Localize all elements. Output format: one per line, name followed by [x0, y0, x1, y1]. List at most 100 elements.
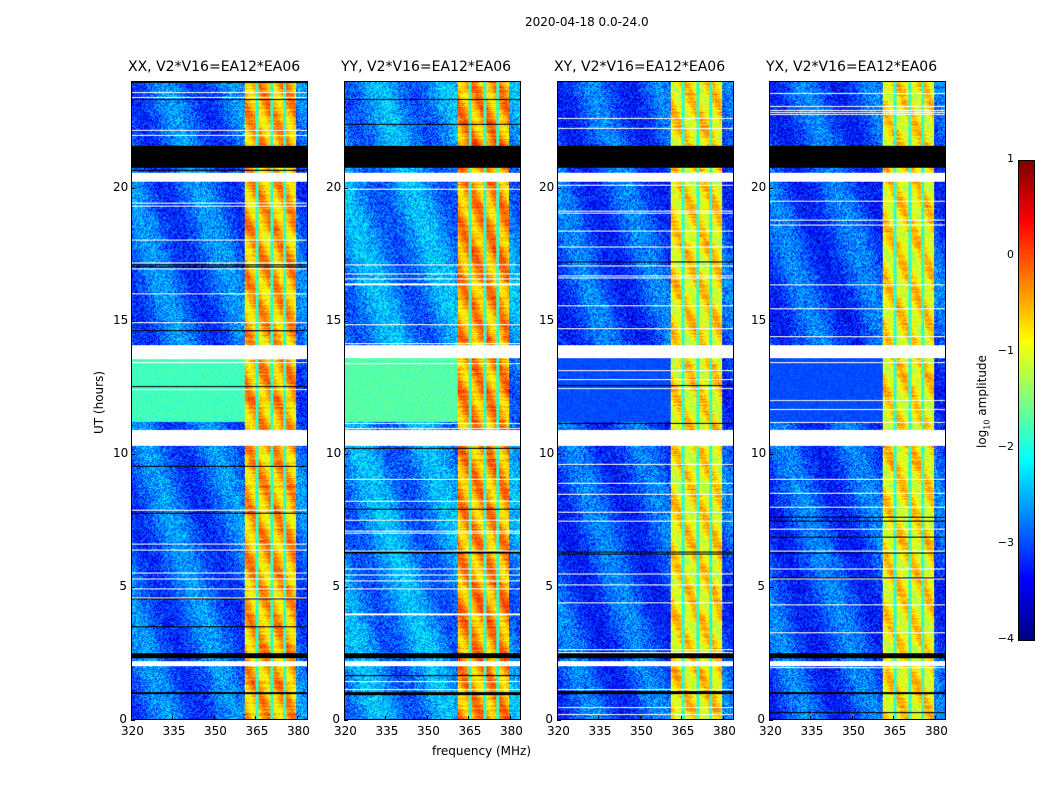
x-tick-label: 350 — [203, 724, 227, 738]
y-tick-label: 15 — [751, 312, 767, 327]
y-tick-label: 20 — [326, 179, 342, 194]
x-tick-label: 350 — [416, 724, 440, 738]
y-tick — [557, 187, 561, 189]
y-tick-label: 0 — [757, 712, 765, 726]
y-tick-label: 5 — [332, 578, 340, 593]
x-tick-label: 365 — [458, 724, 482, 738]
x-tick — [893, 716, 895, 720]
x-tick-label: 350 — [629, 724, 653, 738]
spectrogram-panel-2 — [557, 81, 734, 720]
y-tick-label: 10 — [751, 445, 767, 460]
x-axis-label: frequency (MHz) — [432, 744, 532, 758]
x-tick — [722, 716, 724, 720]
x-tick — [509, 716, 511, 720]
x-tick-label: 335 — [588, 724, 612, 738]
y-tick — [344, 586, 348, 588]
spectrogram-panel-3 — [769, 81, 946, 720]
x-tick-label: 320 — [759, 724, 782, 738]
y-tick — [557, 720, 561, 721]
x-tick — [426, 716, 428, 720]
y-tick — [344, 320, 348, 322]
y-tick — [557, 320, 561, 322]
x-tick — [255, 716, 257, 720]
x-tick-label: 335 — [162, 724, 186, 738]
suptitle: 2020-04-18 0.0-24.0 — [525, 15, 649, 29]
y-tick-label: 0 — [545, 712, 553, 726]
spectrogram-panel-1 — [344, 81, 521, 720]
panel-title: YY, V2*V16=EA12*EA06 — [341, 59, 512, 75]
x-tick — [468, 716, 470, 720]
x-tick — [639, 716, 641, 720]
y-tick — [769, 453, 773, 455]
x-tick — [810, 716, 812, 720]
x-tick-label: 335 — [800, 724, 824, 738]
x-tick — [344, 716, 345, 720]
x-tick-label: 380 — [712, 724, 736, 738]
x-tick — [598, 716, 600, 720]
y-tick-label: 20 — [113, 179, 129, 194]
x-tick-label: 350 — [841, 724, 865, 738]
x-tick-label: 380 — [924, 724, 948, 738]
x-tick-label: 320 — [547, 724, 570, 738]
x-tick-label: 365 — [883, 724, 907, 738]
y-tick — [131, 187, 135, 189]
x-tick — [851, 716, 853, 720]
y-tick — [557, 586, 561, 588]
x-tick-label: 365 — [671, 724, 695, 738]
x-tick — [213, 716, 215, 720]
x-tick — [131, 716, 132, 720]
y-tick — [769, 187, 773, 189]
y-tick — [131, 453, 135, 455]
y-tick-label: 15 — [326, 312, 342, 327]
panel-title: XX, V2*V16=EA12*EA06 — [128, 59, 301, 75]
y-tick — [131, 320, 135, 322]
x-tick — [296, 716, 298, 720]
x-tick-label: 320 — [334, 724, 357, 738]
y-tick-label: 5 — [757, 578, 765, 593]
panel-title: XY, V2*V16=EA12*EA06 — [554, 59, 726, 75]
y-tick — [344, 453, 348, 455]
y-tick — [769, 720, 773, 721]
y-tick — [131, 720, 135, 721]
y-tick — [344, 187, 348, 189]
colorbar-tick-label: −2 — [997, 440, 1014, 453]
y-tick-label: 15 — [539, 312, 555, 327]
y-tick-label: 10 — [113, 445, 129, 460]
colorbar-tick-label: 1 — [1007, 152, 1014, 165]
y-tick-label: 5 — [119, 578, 127, 593]
y-tick — [344, 720, 348, 721]
colorbar-tick-label: −3 — [997, 536, 1014, 549]
y-tick-label: 5 — [545, 578, 553, 593]
y-axis-label: UT (hours) — [92, 370, 106, 434]
colorbar-tick-label: −4 — [997, 632, 1014, 645]
spectrogram-panel-0 — [131, 81, 308, 720]
x-tick — [557, 716, 558, 720]
x-tick — [172, 716, 174, 720]
x-tick — [681, 716, 683, 720]
y-tick — [557, 453, 561, 455]
x-tick — [934, 716, 936, 720]
y-tick-label: 0 — [332, 712, 340, 726]
y-tick-label: 10 — [326, 445, 342, 460]
x-tick-label: 335 — [375, 724, 399, 738]
y-tick-label: 15 — [113, 312, 129, 327]
y-tick-label: 20 — [751, 179, 767, 194]
y-tick-label: 0 — [119, 712, 127, 726]
y-tick — [769, 586, 773, 588]
x-tick-label: 365 — [245, 724, 269, 738]
x-tick — [385, 716, 387, 720]
colorbar — [1018, 160, 1035, 641]
y-tick-label: 20 — [539, 179, 555, 194]
panel-title: YX, V2*V16=EA12*EA06 — [766, 59, 938, 75]
x-tick-label: 380 — [286, 724, 310, 738]
y-tick-label: 10 — [539, 445, 555, 460]
x-tick — [769, 716, 770, 720]
x-tick-label: 320 — [121, 724, 144, 738]
y-tick — [131, 586, 135, 588]
x-tick-label: 380 — [499, 724, 523, 738]
colorbar-tick-label: −1 — [997, 344, 1014, 357]
colorbar-tick-label: 0 — [1007, 248, 1014, 261]
colorbar-label: log10 amplitude — [975, 355, 992, 448]
y-tick — [769, 320, 773, 322]
